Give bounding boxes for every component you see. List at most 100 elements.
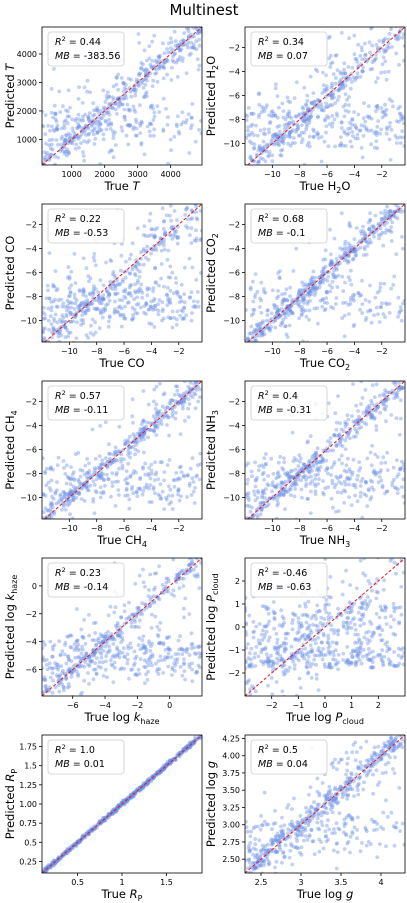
data-point [328, 436, 333, 440]
data-point [166, 589, 171, 594]
data-point [132, 439, 136, 444]
data-point [131, 125, 136, 129]
data-point [86, 302, 91, 307]
data-point [182, 31, 187, 35]
data-point [296, 470, 301, 475]
data-point [400, 485, 404, 489]
data-point [177, 300, 182, 304]
data-point [181, 391, 186, 396]
data-point [144, 424, 149, 429]
data-point [330, 103, 335, 108]
data-point [71, 495, 76, 500]
data-point [43, 191, 47, 195]
x-tick-label: −4 [349, 347, 361, 356]
data-point [124, 486, 129, 491]
data-point [253, 484, 258, 489]
data-point [312, 453, 317, 457]
data-point [52, 319, 57, 323]
data-point [255, 327, 259, 331]
data-point [339, 453, 344, 458]
data-point [298, 686, 303, 690]
data-point [175, 290, 180, 295]
data-point [77, 490, 82, 495]
data-point [139, 435, 144, 440]
data-point [346, 660, 351, 664]
data-point [330, 83, 335, 88]
data-point [80, 300, 84, 305]
data-point [321, 83, 326, 88]
data-point [397, 311, 401, 316]
data-point [113, 287, 118, 291]
data-point [79, 497, 84, 501]
data-point [402, 191, 406, 195]
data-point [359, 45, 364, 50]
axes-frame [244, 26, 406, 166]
data-point [248, 287, 253, 292]
data-point [355, 60, 360, 64]
data-point [354, 57, 359, 61]
data-point [327, 661, 332, 666]
data-point [401, 477, 405, 482]
data-point [42, 174, 46, 178]
data-point [375, 124, 380, 129]
data-point [303, 287, 308, 292]
data-point [358, 229, 363, 234]
data-point [401, 494, 405, 499]
data-point [98, 122, 103, 126]
data-point [48, 675, 53, 680]
data-point [43, 344, 47, 348]
data-point [305, 652, 310, 656]
data-point [322, 108, 326, 113]
data-point [307, 623, 312, 628]
data-point [58, 110, 63, 114]
data-point [69, 645, 74, 650]
data-point [393, 134, 398, 138]
data-point [80, 690, 84, 695]
data-point [258, 500, 263, 505]
data-point [81, 290, 86, 294]
data-point [166, 248, 171, 253]
data-point [249, 662, 254, 666]
data-point [162, 237, 167, 242]
data-point [336, 660, 341, 665]
data-point [286, 121, 291, 126]
data-point [57, 689, 62, 694]
data-point [338, 439, 343, 444]
data-point [349, 247, 353, 252]
data-point [99, 128, 104, 132]
data-point [65, 685, 70, 690]
data-point [272, 616, 277, 620]
data-point [105, 675, 109, 680]
data-point [70, 139, 74, 144]
data-point [66, 491, 71, 496]
data-point [253, 339, 258, 342]
data-point [394, 204, 399, 208]
data-point [332, 460, 337, 464]
data-point [181, 316, 186, 320]
data-point [321, 647, 325, 651]
data-point [256, 148, 261, 153]
data-point [43, 685, 48, 689]
data-point [161, 316, 166, 321]
data-point [84, 133, 88, 138]
data-point [98, 465, 103, 470]
data-point [328, 448, 333, 453]
data-point [173, 669, 177, 673]
data-point [248, 687, 252, 692]
data-point [288, 487, 293, 492]
data-point [142, 94, 147, 99]
data-point [262, 491, 267, 496]
data-point [340, 81, 345, 86]
data-point [372, 471, 377, 476]
data-point [134, 612, 138, 616]
data-point [145, 124, 150, 129]
data-point [349, 660, 354, 665]
data-point [163, 230, 168, 234]
data-point [122, 86, 127, 90]
data-point [287, 131, 292, 136]
data-point [364, 653, 369, 658]
data-point [139, 422, 144, 427]
data-point [54, 138, 59, 142]
data-point [334, 302, 338, 306]
